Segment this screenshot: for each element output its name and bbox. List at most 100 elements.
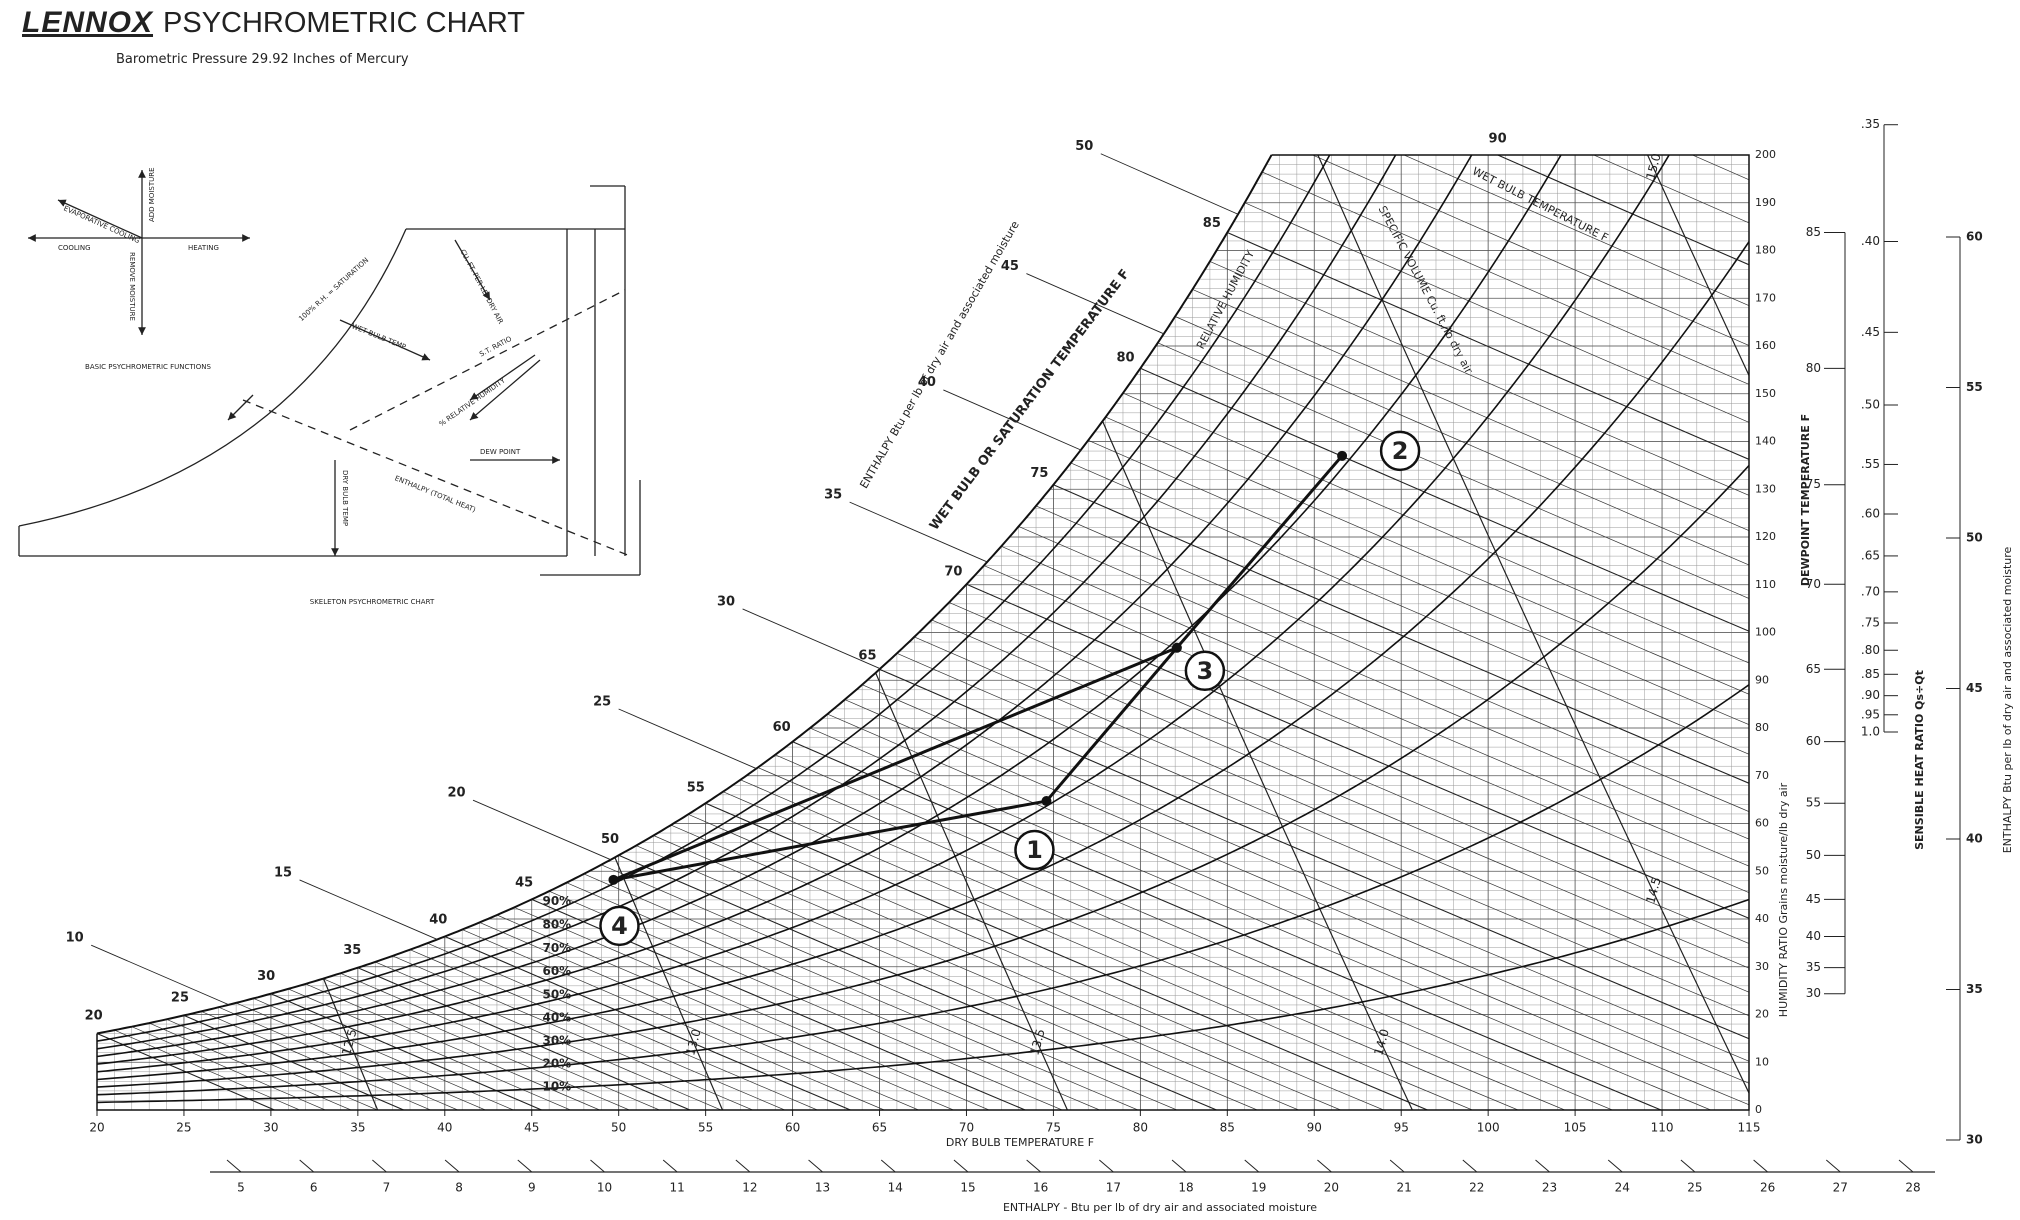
enthalpy-tick xyxy=(1608,1160,1622,1172)
shr-tick-label: .50 xyxy=(1861,398,1880,412)
enthalpy-tick-label: 26 xyxy=(1760,1181,1775,1195)
rh-curve xyxy=(97,13,1749,1072)
enthalpy-tick-label: 14 xyxy=(888,1181,903,1195)
y-tick-label: 90 xyxy=(1755,673,1769,686)
process-point xyxy=(1041,796,1051,806)
inset-label: DEW POINT xyxy=(480,448,521,456)
enthalpy-tick-label: 28 xyxy=(1905,1181,1920,1195)
dewpoint-tick-label: 85 xyxy=(1806,225,1821,239)
x-tick-label: 50 xyxy=(611,1121,626,1135)
wet-bulb-tick-label: 40 xyxy=(429,912,447,927)
x-tick-label: 55 xyxy=(698,1121,713,1135)
enthalpy-tick xyxy=(227,1160,241,1172)
skeleton-dash xyxy=(243,400,630,556)
volume-tick-label: 12.5 xyxy=(339,1027,359,1056)
y-tick-label: 160 xyxy=(1755,339,1776,352)
wet-bulb-tick-label: 85 xyxy=(1203,216,1221,231)
pressure-unit: Inches of Mercury xyxy=(293,52,409,67)
brand: LENNOX xyxy=(22,6,153,39)
wet-bulb-line xyxy=(1471,0,2020,1110)
wet-bulb-tick-label: 20 xyxy=(85,1008,103,1023)
rh-label: 30% xyxy=(542,1034,571,1048)
enthalpy-diag-label: 35 xyxy=(824,487,842,502)
enthalpy-tick xyxy=(1390,1160,1404,1172)
x-tick-label: 100 xyxy=(1477,1121,1500,1135)
wet-bulb-line xyxy=(288,989,570,1110)
wet-bulb-tick-label: 65 xyxy=(858,648,876,663)
wet-bulb-line xyxy=(1123,393,2020,1110)
x-tick-label: 35 xyxy=(350,1121,365,1135)
inset-label: HEATING xyxy=(188,244,219,252)
wet-bulb-line xyxy=(1662,0,2020,1110)
shr-tick-label: 1.0 xyxy=(1861,725,1880,739)
enthalpy-tick xyxy=(663,1160,677,1172)
wet-bulb-tick-label: 60 xyxy=(773,720,791,735)
x-tick-label: 90 xyxy=(1307,1121,1322,1135)
y-tick-label: 10 xyxy=(1755,1055,1769,1068)
y-tick-label: 170 xyxy=(1755,291,1776,304)
process-label: 4 xyxy=(611,912,628,940)
x-tick-label: 60 xyxy=(785,1121,800,1135)
x-tick-label: 75 xyxy=(1046,1121,1061,1135)
x-tick-label: 65 xyxy=(872,1121,887,1135)
inset-title: BASIC PSYCHROMETRIC FUNCTIONS xyxy=(85,363,211,371)
process-label: 1 xyxy=(1026,836,1043,864)
wet-bulb-tick-label: 30 xyxy=(257,969,275,984)
shr-tick-label: .80 xyxy=(1861,643,1880,657)
x-tick-label: 95 xyxy=(1394,1121,1409,1135)
wet-bulb-tick-label: 35 xyxy=(343,943,361,958)
enthalpy-tick-label: 21 xyxy=(1396,1181,1411,1195)
shr-tick-label: .45 xyxy=(1861,325,1880,339)
skeleton-chart xyxy=(19,186,640,575)
process-point xyxy=(608,875,618,885)
x-tick-label: 110 xyxy=(1651,1121,1674,1135)
shr-tick-label: .65 xyxy=(1861,548,1880,562)
y-tick-label: 50 xyxy=(1755,864,1769,877)
process-label: 2 xyxy=(1392,437,1409,465)
wet-bulb-line xyxy=(1106,417,2020,1110)
enthalpy-right-label: 35 xyxy=(1966,982,1983,996)
enthalpy-tick-label: 19 xyxy=(1251,1181,1266,1195)
enthalpy-tick xyxy=(1245,1160,1259,1172)
y-tick-label: 60 xyxy=(1755,817,1769,830)
inset-title: SKELETON PSYCHROMETRIC CHART xyxy=(310,598,435,606)
chart-title: PSYCHROMETRIC CHART xyxy=(163,7,525,39)
volume-tick-label: 14.5 xyxy=(1643,876,1663,905)
rh-label: 20% xyxy=(542,1057,571,1071)
y-tick-label: 70 xyxy=(1755,769,1769,782)
shr-tick-label: .75 xyxy=(1861,616,1880,630)
x-tick-label: 25 xyxy=(176,1121,191,1135)
rh-curve xyxy=(97,0,1749,1056)
arrow xyxy=(470,360,540,420)
enthalpy-diag-label: 30 xyxy=(717,594,735,609)
wet-bulb-line xyxy=(967,584,2020,1110)
wet-bulb-line xyxy=(1401,0,2020,1110)
wet-bulb-line xyxy=(932,620,2020,1110)
dewpoint-tick-label: 55 xyxy=(1806,796,1821,810)
enthalpy-tick xyxy=(300,1160,314,1172)
dewpoint-tick-label: 50 xyxy=(1806,848,1821,862)
wet-bulb-line xyxy=(1627,0,2020,1110)
y-tick-label: 200 xyxy=(1755,148,1776,161)
dewpoint-tick-label: 45 xyxy=(1806,892,1821,906)
wet-bulb-line xyxy=(914,637,2020,1110)
x-tick-label: 115 xyxy=(1738,1121,1761,1135)
rh-label: RELATIVE HUMIDITY xyxy=(1194,248,1257,351)
y-tick-label: 110 xyxy=(1755,578,1776,591)
enthalpy-tick-label: 24 xyxy=(1615,1181,1630,1195)
wet-bulb-tick-label: 70 xyxy=(944,564,962,579)
enthalpy-tick-label: 15 xyxy=(960,1181,975,1195)
enthalpy-diag-label: 10 xyxy=(66,931,84,946)
shr-tick-label: .85 xyxy=(1861,667,1880,681)
page: EVAPORATIVE COOLING COOLING HEATING ADD … xyxy=(0,0,2020,1220)
x-tick-label: 105 xyxy=(1564,1121,1587,1135)
dewpoint-tick-label: 35 xyxy=(1806,960,1821,974)
enthalpy-tick xyxy=(881,1160,895,1172)
y-tick-label: 30 xyxy=(1755,960,1769,973)
x-tick-label: 20 xyxy=(89,1121,104,1135)
wet-bulb-line xyxy=(1088,440,2020,1110)
enthalpy-tick xyxy=(1463,1160,1477,1172)
pressure: 29.92 xyxy=(252,52,289,67)
x-tick-label: 45 xyxy=(524,1121,539,1135)
enthalpy-tick-label: 6 xyxy=(310,1181,318,1195)
